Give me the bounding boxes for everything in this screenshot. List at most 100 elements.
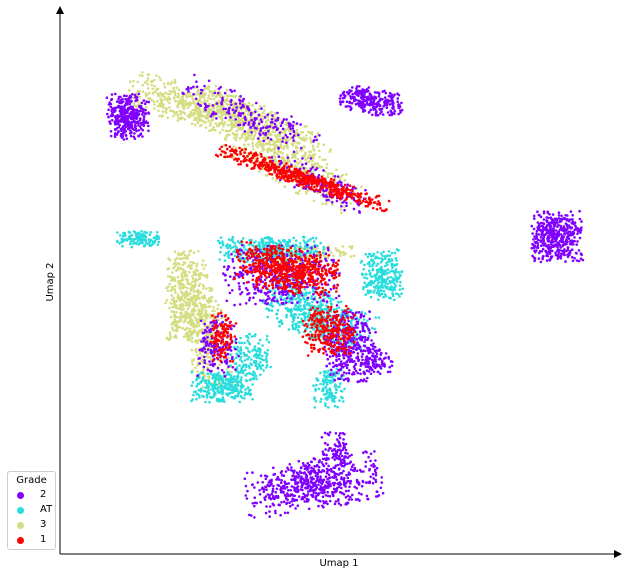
data-point (316, 463, 319, 467)
data-point (141, 135, 144, 138)
data-point (232, 104, 236, 107)
data-point (279, 488, 282, 491)
data-point (285, 141, 288, 144)
data-point (262, 139, 266, 143)
data-point (179, 314, 183, 318)
data-point (244, 139, 248, 142)
data-point (141, 128, 144, 132)
data-point (185, 92, 189, 95)
data-point (349, 255, 353, 258)
data-point (580, 226, 583, 229)
data-point (266, 115, 270, 119)
data-point (292, 139, 295, 142)
data-point (145, 100, 148, 103)
data-point (202, 287, 205, 290)
data-point (303, 153, 307, 157)
data-point (218, 95, 222, 99)
data-point (313, 135, 317, 139)
data-point (384, 99, 387, 102)
data-point (279, 513, 282, 517)
data-point (339, 503, 343, 507)
data-point (244, 388, 247, 391)
data-point (170, 323, 174, 326)
data-point (255, 159, 259, 163)
data-point (254, 131, 257, 134)
data-point (243, 115, 247, 119)
data-point (191, 108, 195, 112)
data-point (297, 192, 300, 195)
data-point (203, 320, 207, 323)
data-point (150, 239, 153, 242)
data-point (328, 495, 332, 498)
data-point (540, 244, 543, 247)
data-point (203, 93, 207, 96)
data-point (266, 133, 270, 136)
data-point (168, 92, 172, 96)
data-point (275, 178, 278, 182)
data-point (314, 188, 318, 192)
data-point (203, 120, 207, 124)
data-point (345, 100, 349, 103)
data-point (187, 334, 190, 338)
data-point (221, 105, 225, 108)
data-point (196, 370, 199, 373)
data-point (175, 326, 179, 330)
data-point (234, 109, 237, 113)
data-point (133, 104, 137, 107)
data-point (255, 501, 258, 505)
data-point (269, 138, 273, 141)
data-point (197, 115, 200, 119)
data-point (276, 483, 280, 487)
data-point (158, 75, 161, 79)
data-point (289, 132, 292, 136)
data-point (280, 479, 283, 482)
data-point (307, 150, 311, 154)
data-point (197, 292, 201, 295)
data-point (344, 489, 348, 493)
data-point (197, 99, 201, 103)
data-point (269, 497, 273, 501)
data-point (309, 471, 313, 475)
data-point (301, 138, 304, 142)
data-point (386, 111, 390, 114)
data-point (265, 126, 268, 129)
data-point (300, 485, 303, 489)
data-point (329, 447, 332, 450)
data-point (188, 282, 192, 286)
data-point (181, 95, 185, 99)
data-point (284, 179, 287, 182)
data-point (244, 148, 247, 151)
data-point (326, 176, 330, 179)
data-point (141, 108, 145, 111)
data-point (118, 234, 122, 237)
data-point (541, 247, 545, 251)
data-point (341, 448, 345, 452)
data-point (579, 231, 582, 234)
data-point (234, 138, 238, 142)
data-point (235, 106, 238, 109)
data-point (241, 105, 244, 108)
data-point (302, 136, 305, 139)
data-point (327, 198, 330, 202)
data-point (183, 112, 187, 115)
data-point (281, 127, 285, 131)
data-point (316, 131, 320, 135)
data-point (173, 93, 177, 97)
data-point (543, 242, 547, 245)
data-point (197, 321, 200, 324)
data-point (288, 179, 291, 183)
data-point (306, 480, 310, 484)
data-point (234, 102, 237, 106)
data-point (328, 150, 332, 153)
data-point (133, 93, 137, 97)
data-point (379, 486, 383, 490)
data-point (192, 261, 196, 265)
data-point (137, 129, 141, 132)
data-point (246, 105, 249, 108)
data-point (330, 185, 333, 189)
data-point (254, 157, 257, 160)
data-point (343, 482, 347, 485)
data-point (197, 93, 201, 96)
data-point (133, 137, 137, 140)
data-point (317, 142, 320, 145)
